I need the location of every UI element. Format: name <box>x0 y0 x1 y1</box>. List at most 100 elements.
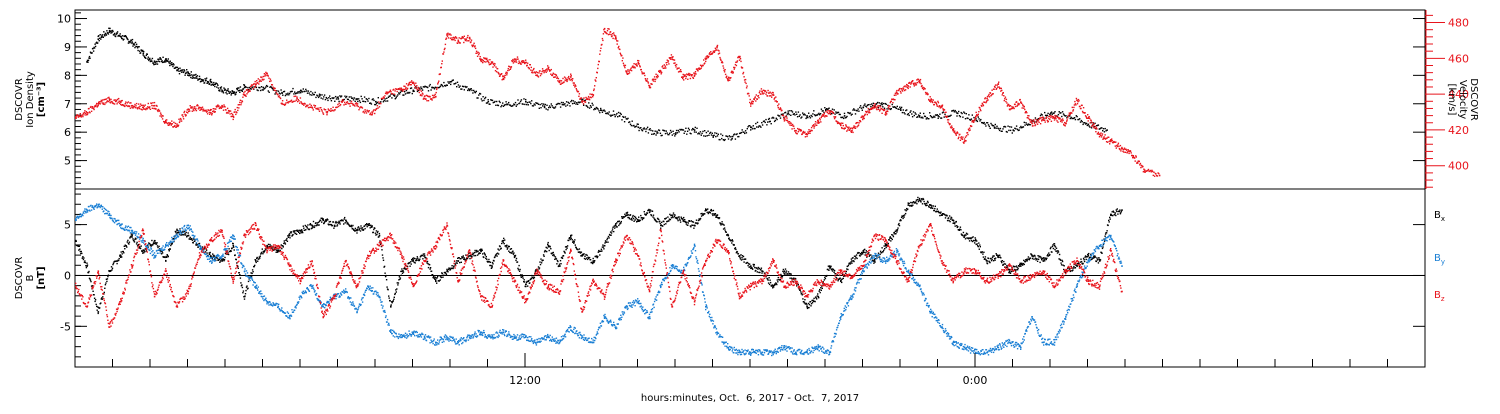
data-point <box>683 76 685 78</box>
data-point <box>139 108 140 109</box>
data-point <box>89 56 90 57</box>
data-point <box>268 75 269 76</box>
data-point <box>719 139 720 140</box>
data-point <box>690 133 691 134</box>
data-point <box>631 219 632 220</box>
data-point <box>570 79 571 80</box>
data-point <box>147 54 148 55</box>
data-point <box>750 105 751 106</box>
data-point <box>237 107 238 108</box>
data-point <box>476 51 477 52</box>
data-point <box>1005 126 1006 127</box>
data-point <box>112 268 113 269</box>
data-point <box>285 104 286 105</box>
data-point <box>219 262 220 263</box>
data-point <box>206 250 207 251</box>
data-point <box>374 113 375 114</box>
data-point <box>664 130 665 131</box>
data-point <box>168 61 169 62</box>
data-point <box>525 101 527 103</box>
data-point <box>745 130 746 131</box>
data-point <box>158 246 159 247</box>
data-point <box>608 113 609 114</box>
data-point <box>777 101 778 102</box>
data-point <box>711 210 712 211</box>
data-point <box>540 258 541 259</box>
data-point <box>934 104 935 105</box>
data-point <box>793 126 794 127</box>
data-point <box>179 122 180 123</box>
data-point <box>647 81 648 82</box>
data-point <box>1075 119 1076 120</box>
data-point <box>993 125 994 126</box>
data-point <box>922 117 923 118</box>
data-point <box>844 115 846 117</box>
data-point <box>405 93 406 94</box>
data-point <box>1008 130 1009 131</box>
data-point <box>678 67 679 68</box>
data-point <box>154 105 156 107</box>
data-point <box>775 120 776 121</box>
data-point <box>82 258 83 259</box>
data-point <box>737 60 738 61</box>
data-point <box>501 248 502 249</box>
data-point <box>280 93 281 94</box>
data-point <box>292 88 293 89</box>
data-point <box>307 227 308 228</box>
data-point <box>1089 126 1090 127</box>
data-point <box>683 79 684 80</box>
data-point <box>81 116 82 117</box>
data-point <box>1127 149 1128 150</box>
data-point <box>422 89 423 90</box>
data-point <box>397 94 398 95</box>
data-point <box>332 107 333 108</box>
data-point <box>148 57 149 58</box>
data-point <box>1095 131 1096 132</box>
data-point <box>598 64 599 65</box>
data-point <box>206 252 207 253</box>
data-point <box>156 106 157 107</box>
data-point <box>712 215 713 216</box>
data-point <box>527 65 528 66</box>
data-point <box>503 78 505 80</box>
data-point <box>397 284 398 285</box>
data-point <box>1044 120 1045 121</box>
data-point <box>311 228 312 229</box>
data-point <box>399 88 400 89</box>
data-point <box>496 255 497 256</box>
data-point <box>334 109 335 110</box>
data-point <box>297 92 298 93</box>
data-point <box>400 89 401 90</box>
data-point <box>272 88 273 89</box>
data-point <box>467 35 468 36</box>
data-point <box>877 102 878 103</box>
data-point <box>993 89 994 90</box>
data-point <box>1087 114 1088 115</box>
data-point <box>859 107 860 108</box>
data-point <box>702 65 703 66</box>
data-point <box>94 298 95 299</box>
data-point <box>371 114 373 116</box>
data-point <box>773 117 774 118</box>
data-point <box>566 81 567 82</box>
data-point <box>396 288 397 289</box>
data-point <box>914 115 915 116</box>
data-point <box>362 227 363 228</box>
data-point <box>363 111 364 112</box>
data-point <box>386 98 387 99</box>
data-point <box>150 244 151 245</box>
data-point <box>632 216 633 217</box>
data-point <box>293 101 294 102</box>
data-point <box>358 109 359 110</box>
data-point <box>754 99 755 100</box>
data-point <box>158 59 159 60</box>
data-point <box>1048 121 1049 122</box>
data-point <box>438 81 439 82</box>
data-point <box>852 128 853 129</box>
data-point <box>527 102 528 103</box>
data-point <box>220 260 221 261</box>
data-point <box>1083 107 1084 108</box>
data-point <box>737 251 738 252</box>
data-point <box>1092 122 1093 123</box>
data-point <box>323 96 324 97</box>
